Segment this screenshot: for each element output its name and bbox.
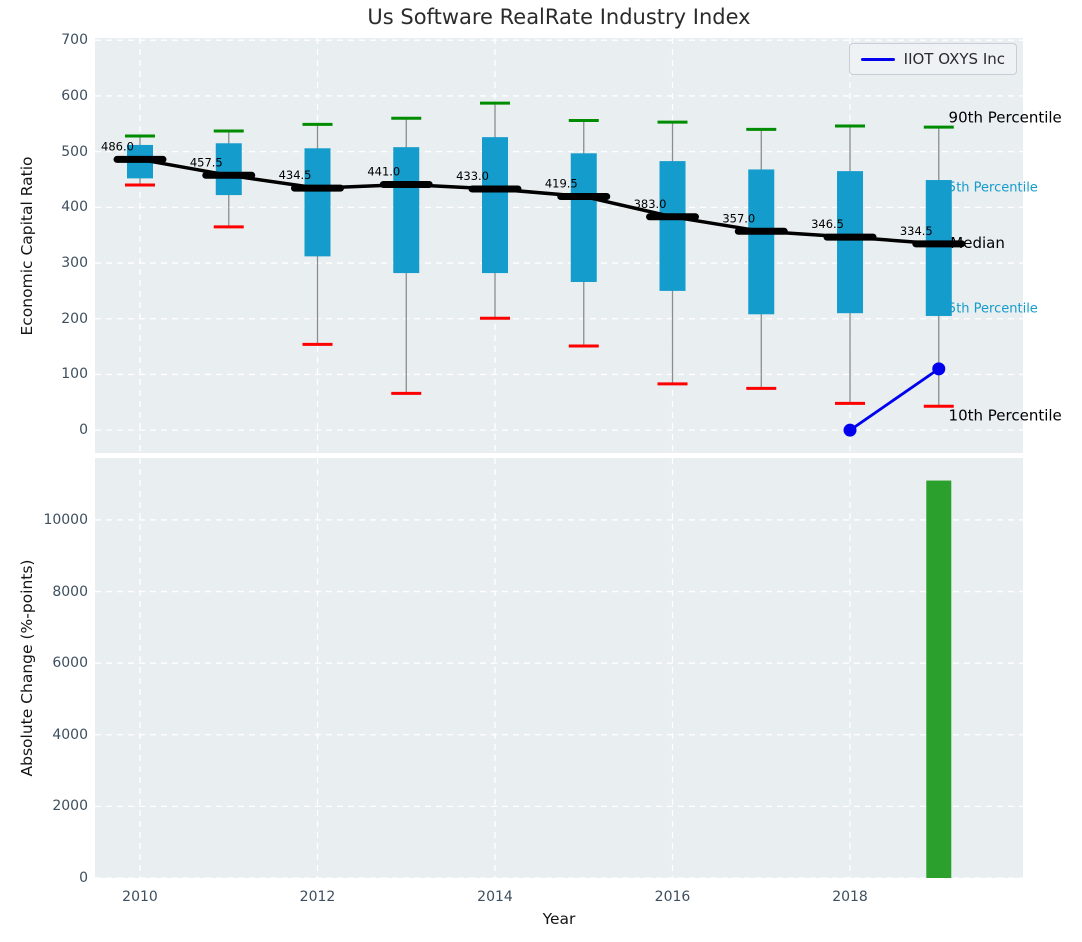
annotations-behind: 75th Percentile 25th Percentile — [940, 180, 1038, 316]
bottom-ytick-0: 0 — [79, 870, 88, 886]
annotations-front: 90th Percentile Median 10th Percentile — [949, 108, 1062, 424]
top-ytick-400: 400 — [61, 199, 88, 216]
company-point-2018 — [843, 423, 857, 437]
top-ytick-700: 700 — [61, 32, 88, 49]
median-segments: 486.0 457.5 434.5 441.0 433.0 419.5 383.0 357.0… — [101, 139, 966, 248]
xtick-2018: 2018 — [832, 889, 868, 905]
top-ytick-200: 200 — [61, 310, 88, 327]
top-plot-canvas: 75th Percentile 25th Percentile 486.0 457.5… — [95, 38, 1062, 453]
xtick-2016: 2016 — [654, 889, 691, 905]
xtick-2010: 2010 — [122, 889, 158, 905]
annotation-25th-percentile: 25th Percentile — [940, 302, 1038, 317]
top-y-axis-label: Economic Capital Ratio — [18, 156, 36, 336]
box-2014 — [482, 137, 509, 274]
x-axis-label: Year — [542, 910, 576, 928]
company-point-2019 — [932, 362, 946, 376]
whiskers-and-caps — [124, 101, 954, 408]
bottom-ytick-10000: 10000 — [43, 511, 88, 528]
median-value-label-2011: 457.5 — [190, 155, 223, 169]
legend-line-sample — [860, 57, 895, 61]
top-ytick-0: 0 — [79, 422, 88, 439]
bottom-ytick-2000: 2000 — [52, 798, 88, 815]
median-value-label-2010: 486.0 — [101, 139, 134, 153]
chart-title: Us Software RealRate Industry Index — [367, 5, 751, 29]
bottom-ytick-6000: 6000 — [52, 655, 88, 672]
box-2011 — [215, 143, 242, 196]
box-2013 — [393, 147, 420, 274]
annotation-90th-percentile: 90th Percentile — [949, 108, 1062, 126]
company-line-group — [843, 362, 946, 437]
box-2016 — [659, 161, 686, 291]
box-2018 — [837, 171, 864, 314]
median-value-label-2019: 334.5 — [900, 224, 933, 238]
box-2017 — [748, 169, 775, 315]
top-ytick-300: 300 — [61, 255, 88, 272]
median-value-label-2016: 383.0 — [634, 197, 667, 211]
bottom-plot-canvas — [95, 458, 1023, 879]
box-2019 — [925, 180, 952, 316]
top-plot-area: 75th Percentile 25th Percentile 486.0 457.5… — [95, 38, 1062, 453]
gridlines — [95, 38, 1023, 453]
median-value-label-2014: 433.0 — [456, 169, 489, 183]
bottom-plot-area — [95, 458, 1023, 879]
xtick-2012: 2012 — [299, 889, 336, 905]
legend: IIOT OXYS Inc — [848, 43, 1017, 75]
annotation-10th-percentile: 10th Percentile — [949, 406, 1062, 424]
top-ytick-100: 100 — [61, 366, 88, 383]
median-value-label-2017: 357.0 — [722, 211, 755, 225]
boxes — [126, 137, 952, 316]
median-value-label-2012: 434.5 — [279, 168, 312, 182]
median-trend-line — [139, 157, 939, 246]
median-value-label-2018: 346.5 — [811, 217, 844, 231]
top-ytick-600: 600 — [61, 87, 88, 104]
bar-2019 — [926, 480, 952, 878]
bottom-ytick-4000: 4000 — [52, 726, 88, 743]
top-ytick-500: 500 — [61, 143, 88, 160]
xtick-2014: 2014 — [477, 889, 513, 905]
gridlines — [95, 458, 1023, 879]
box-2015 — [570, 153, 597, 282]
median-value-label-2015: 419.5 — [545, 176, 578, 190]
annotation-75th-percentile: 75th Percentile — [940, 180, 1038, 195]
bottom-ytick-8000: 8000 — [52, 583, 88, 600]
median-value-label-2013: 441.0 — [367, 165, 400, 179]
box-2012 — [304, 148, 331, 257]
company-line — [849, 367, 940, 432]
annotation-median: Median — [950, 234, 1005, 252]
legend-label: IIOT OXYS Inc — [903, 50, 1005, 68]
